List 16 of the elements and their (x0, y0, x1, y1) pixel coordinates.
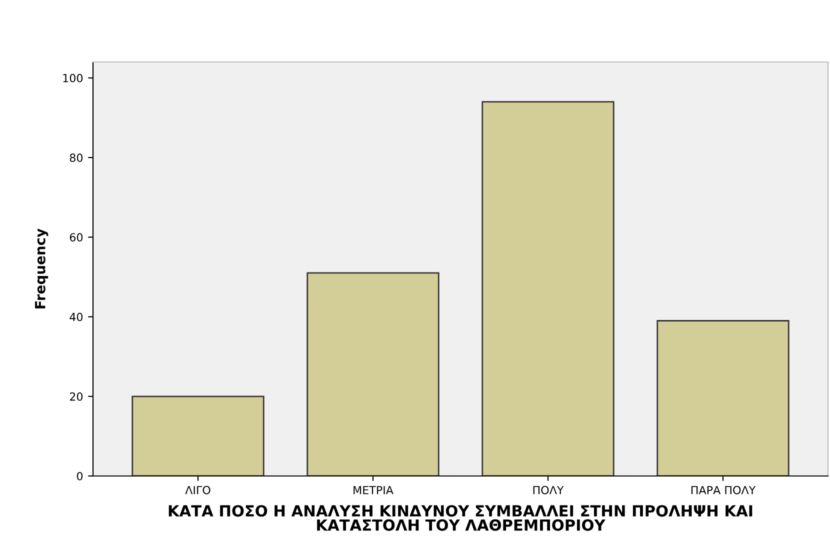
y-tick-label: 20 (70, 392, 83, 401)
y-tick-label: 80 (70, 154, 83, 162)
x-tick-label: ΠΟΛΥ (533, 486, 564, 494)
bar (306, 272, 440, 476)
bar (132, 396, 264, 476)
y-tick-label: 100 (63, 74, 83, 82)
bar (482, 101, 614, 476)
bar (656, 320, 790, 476)
y-axis-title: Frequency (35, 228, 48, 308)
y-tick-label: 60 (70, 233, 83, 242)
x-tick-label: ΜΕΤΡΙΑ (354, 486, 394, 494)
y-tick-label: 0 (76, 472, 83, 480)
x-axis-title: ΚΑΤΑ ΠΟΣΟ Η ΑΝΑΛΥΣΗ ΚΙΝΔΥΝΟΥ ΣΥΜΒΑΛΛΕΙ ΣΤΗΝ ΠΡΟΛΗΨΗ ΚΑΙ ΚΑΤΑΣΤΟΛΗ ΤΟΥ ΛΑΘΡΕΜΠΟΡΙΟΥ (168, 505, 752, 531)
x-tick-label: ΠΑΡΑ ΠΟΛΥ (691, 486, 756, 494)
x-tick-label: ΛΙΓΟ (185, 486, 210, 494)
y-tick-label: 40 (70, 312, 83, 322)
